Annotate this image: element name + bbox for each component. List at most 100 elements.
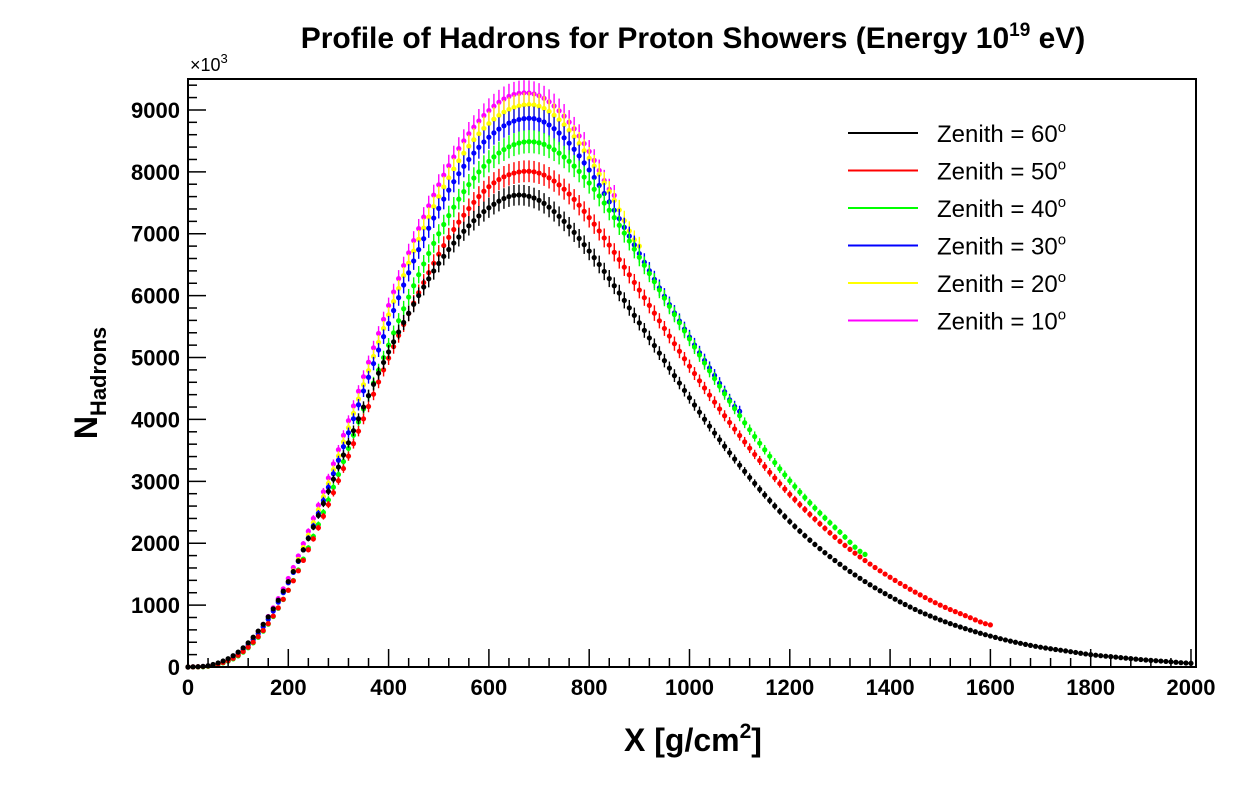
data-point <box>892 596 898 602</box>
data-point <box>441 184 447 190</box>
data-point <box>476 193 482 200</box>
data-point <box>857 554 863 560</box>
data-point <box>1007 638 1014 644</box>
data-point <box>807 500 813 506</box>
data-point <box>606 275 612 282</box>
data-point <box>421 261 427 267</box>
data-point <box>451 226 457 233</box>
data-point <box>496 176 502 183</box>
legend-label: Zenith = 10o <box>937 307 1066 336</box>
data-point <box>892 577 898 583</box>
data-point <box>591 255 597 261</box>
data-point <box>822 525 828 531</box>
data-point <box>330 471 337 477</box>
data-point <box>496 99 502 105</box>
data-point <box>360 416 367 422</box>
data-point <box>551 147 557 153</box>
data-point <box>466 205 472 212</box>
data-point <box>1158 658 1164 664</box>
data-point <box>772 475 778 481</box>
data-point <box>1042 645 1049 651</box>
data-point <box>721 443 728 449</box>
data-point <box>396 329 402 335</box>
data-point <box>546 204 552 210</box>
data-point <box>596 171 602 177</box>
data-point <box>782 486 788 492</box>
data-point <box>431 215 437 221</box>
data-point <box>471 150 477 156</box>
data-point <box>511 118 517 124</box>
data-point <box>1078 650 1084 656</box>
data-point <box>616 257 622 263</box>
data-point <box>546 122 552 128</box>
data-point <box>571 146 577 152</box>
x-tick-label: 1000 <box>665 675 714 700</box>
data-point <box>676 320 683 326</box>
data-point <box>245 640 251 646</box>
data-point <box>436 251 442 257</box>
data-point <box>380 359 387 366</box>
data-point <box>486 134 492 140</box>
legend-label: Zenith = 40o <box>937 194 1066 223</box>
data-point <box>501 195 507 202</box>
data-point <box>671 373 678 379</box>
data-point <box>591 163 597 169</box>
data-point <box>621 297 627 303</box>
data-point <box>972 629 978 635</box>
data-point <box>506 172 512 178</box>
data-point <box>446 163 452 169</box>
data-point <box>576 235 582 242</box>
x-axis: 0 200 400 600 800 1000 1200 1400 1600 1800 2000 <box>182 649 1215 700</box>
data-point <box>576 153 582 159</box>
data-point <box>516 192 522 198</box>
data-point <box>350 416 357 422</box>
data-point <box>370 345 377 351</box>
data-point <box>270 613 276 619</box>
data-point <box>536 170 542 176</box>
data-point <box>1063 648 1069 654</box>
data-point <box>335 457 342 463</box>
data-point <box>506 144 512 150</box>
data-point <box>827 554 833 560</box>
data-point <box>857 575 863 581</box>
data-point <box>541 119 547 125</box>
data-point <box>952 609 958 615</box>
data-point <box>737 462 743 468</box>
data-point <box>561 218 567 224</box>
data-point <box>461 228 467 234</box>
data-point <box>646 335 652 341</box>
data-point <box>506 93 512 99</box>
data-point <box>1047 646 1054 652</box>
data-point <box>260 621 266 627</box>
legend-label: Zenith = 50o <box>937 157 1066 186</box>
data-point <box>902 601 908 608</box>
data-point <box>396 318 402 324</box>
data-point <box>335 464 342 470</box>
data-point <box>581 174 587 180</box>
data-point <box>481 208 487 215</box>
data-point <box>411 301 417 307</box>
data-point <box>777 480 783 487</box>
data-point <box>962 613 968 619</box>
data-point <box>360 382 367 388</box>
data-point <box>536 140 542 146</box>
legend-degree-mark: o <box>1058 232 1066 249</box>
data-point <box>1133 656 1139 662</box>
data-point <box>711 375 718 382</box>
data-point <box>411 283 417 289</box>
x-tick-label: 400 <box>370 675 407 700</box>
data-point <box>837 529 843 535</box>
data-point <box>817 521 823 527</box>
data-point <box>471 137 477 143</box>
data-point <box>556 117 562 123</box>
data-point <box>691 370 698 377</box>
data-point <box>917 609 923 615</box>
data-point <box>922 611 928 617</box>
x-tick-label: 0 <box>182 675 194 700</box>
data-point <box>932 600 938 606</box>
data-point <box>1183 660 1189 666</box>
data-point <box>716 437 723 443</box>
data-point <box>666 333 673 339</box>
data-point <box>451 166 457 172</box>
data-point <box>391 307 397 314</box>
